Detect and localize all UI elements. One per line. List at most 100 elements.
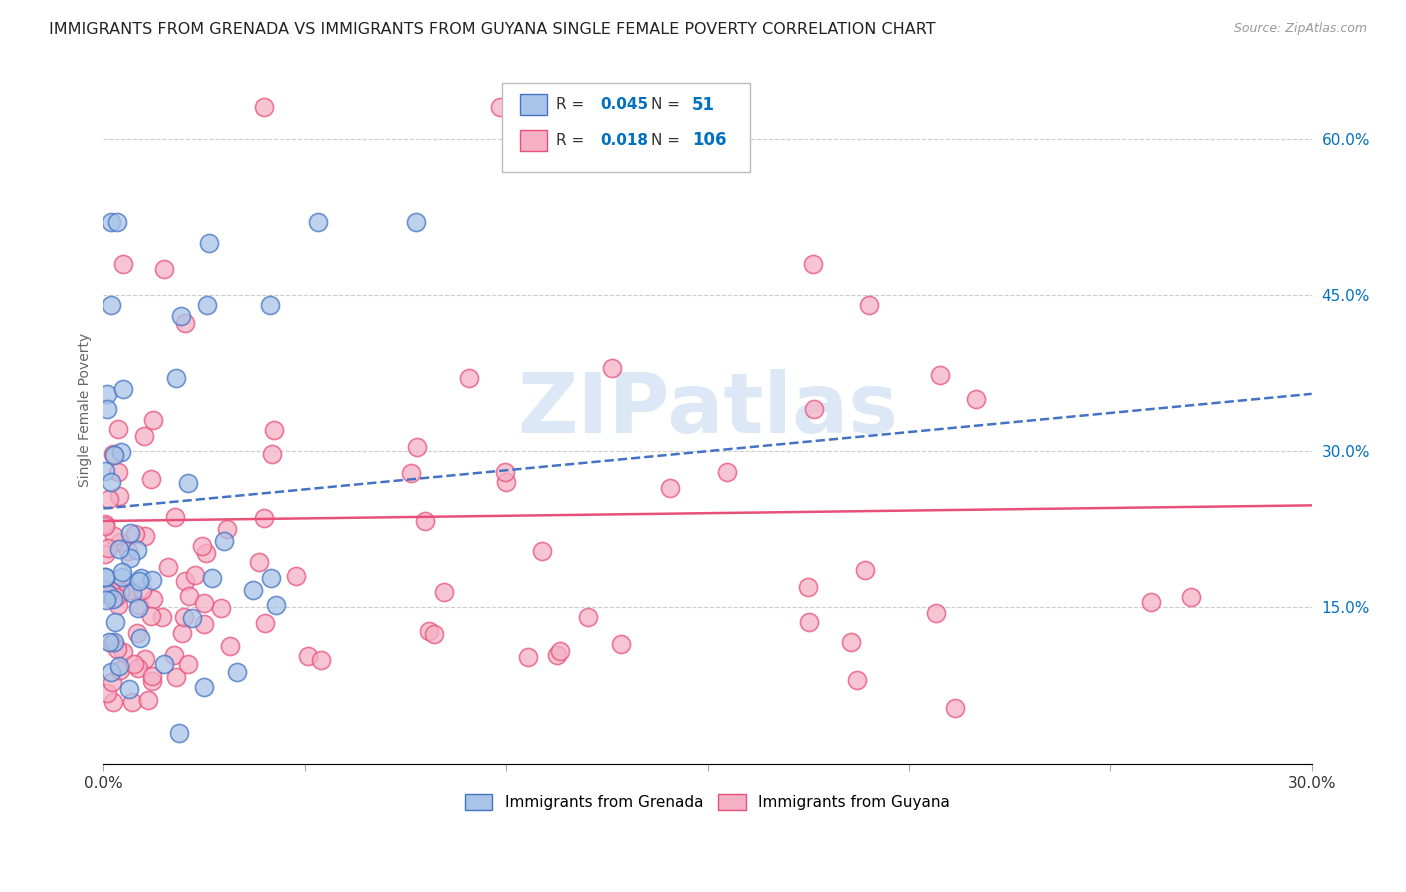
Point <box>108 490 131 504</box>
Point <box>128 631 150 645</box>
Text: N =: N = <box>651 133 685 148</box>
Point <box>94 516 117 531</box>
Point <box>546 648 568 662</box>
Point <box>107 466 129 480</box>
Point <box>103 447 125 461</box>
Point <box>226 665 249 679</box>
Point <box>142 413 165 427</box>
Point <box>141 573 163 587</box>
Point <box>458 371 481 385</box>
Point <box>162 648 184 662</box>
Point <box>195 298 218 312</box>
Point <box>117 544 139 558</box>
Point <box>104 615 127 629</box>
Point <box>107 215 129 229</box>
Point <box>110 534 132 549</box>
Point <box>242 583 264 598</box>
Point <box>578 609 600 624</box>
Point <box>943 700 966 714</box>
Point <box>803 402 825 417</box>
Point <box>110 445 132 459</box>
Point <box>311 652 333 666</box>
Point <box>108 663 131 677</box>
Point <box>716 465 738 479</box>
Point <box>132 428 155 442</box>
Point <box>103 635 125 649</box>
Point <box>177 475 200 490</box>
Point <box>177 589 200 603</box>
Point <box>495 475 517 490</box>
Point <box>94 583 117 598</box>
Point <box>108 659 131 673</box>
Point <box>193 596 215 610</box>
Point <box>610 637 633 651</box>
Point <box>839 634 862 648</box>
Point <box>118 551 141 566</box>
Point <box>263 423 285 437</box>
Point <box>259 298 281 312</box>
Point <box>96 387 118 401</box>
Point <box>176 657 198 671</box>
Y-axis label: Single Female Poverty: Single Female Poverty <box>79 333 93 487</box>
Text: Source: ZipAtlas.com: Source: ZipAtlas.com <box>1233 22 1367 36</box>
Point <box>139 609 162 624</box>
Point <box>218 640 240 654</box>
Point <box>201 571 224 585</box>
Bar <box>520 95 547 115</box>
Point <box>141 669 163 683</box>
Point <box>111 570 134 584</box>
Point <box>801 256 824 270</box>
Point <box>855 562 877 576</box>
Point <box>170 626 193 640</box>
Point <box>121 586 143 600</box>
Point <box>152 261 174 276</box>
Text: R =: R = <box>557 133 589 148</box>
Point <box>433 585 456 599</box>
Point <box>96 686 118 700</box>
Point <box>254 616 277 631</box>
Point <box>141 472 163 486</box>
Point <box>100 215 122 229</box>
Point <box>253 511 276 525</box>
Point <box>858 298 880 312</box>
Point <box>107 422 129 436</box>
Point <box>111 565 134 579</box>
Point <box>307 215 329 229</box>
Point <box>489 100 512 114</box>
Point <box>401 466 423 480</box>
Point <box>94 570 117 584</box>
Point <box>131 571 153 585</box>
Point <box>111 644 134 658</box>
Legend: Immigrants from Grenada, Immigrants from Guyana: Immigrants from Grenada, Immigrants from… <box>458 789 956 816</box>
Point <box>97 587 120 601</box>
Point <box>118 583 141 598</box>
Point <box>1139 595 1161 609</box>
Point <box>107 541 129 556</box>
Text: 51: 51 <box>692 95 714 114</box>
Point <box>530 544 553 558</box>
Point <box>103 448 125 462</box>
Point <box>96 592 118 607</box>
Point <box>100 675 122 690</box>
Point <box>167 726 190 740</box>
Point <box>142 591 165 606</box>
Point <box>101 636 124 650</box>
Point <box>262 447 284 461</box>
Point <box>183 568 205 582</box>
Point <box>98 492 121 507</box>
Point <box>797 580 820 594</box>
Point <box>97 635 120 649</box>
Text: 0.018: 0.018 <box>600 133 648 148</box>
Text: IMMIGRANTS FROM GRENADA VS IMMIGRANTS FROM GUYANA SINGLE FEMALE POVERTY CORRELAT: IMMIGRANTS FROM GRENADA VS IMMIGRANTS FR… <box>49 22 936 37</box>
Point <box>181 611 204 625</box>
Point <box>517 649 540 664</box>
Point <box>112 256 135 270</box>
Point <box>405 215 427 229</box>
Point <box>217 522 239 536</box>
Point <box>136 692 159 706</box>
Point <box>264 598 287 612</box>
Point <box>131 583 153 598</box>
Point <box>1180 590 1202 604</box>
Point <box>157 559 180 574</box>
Point <box>134 651 156 665</box>
